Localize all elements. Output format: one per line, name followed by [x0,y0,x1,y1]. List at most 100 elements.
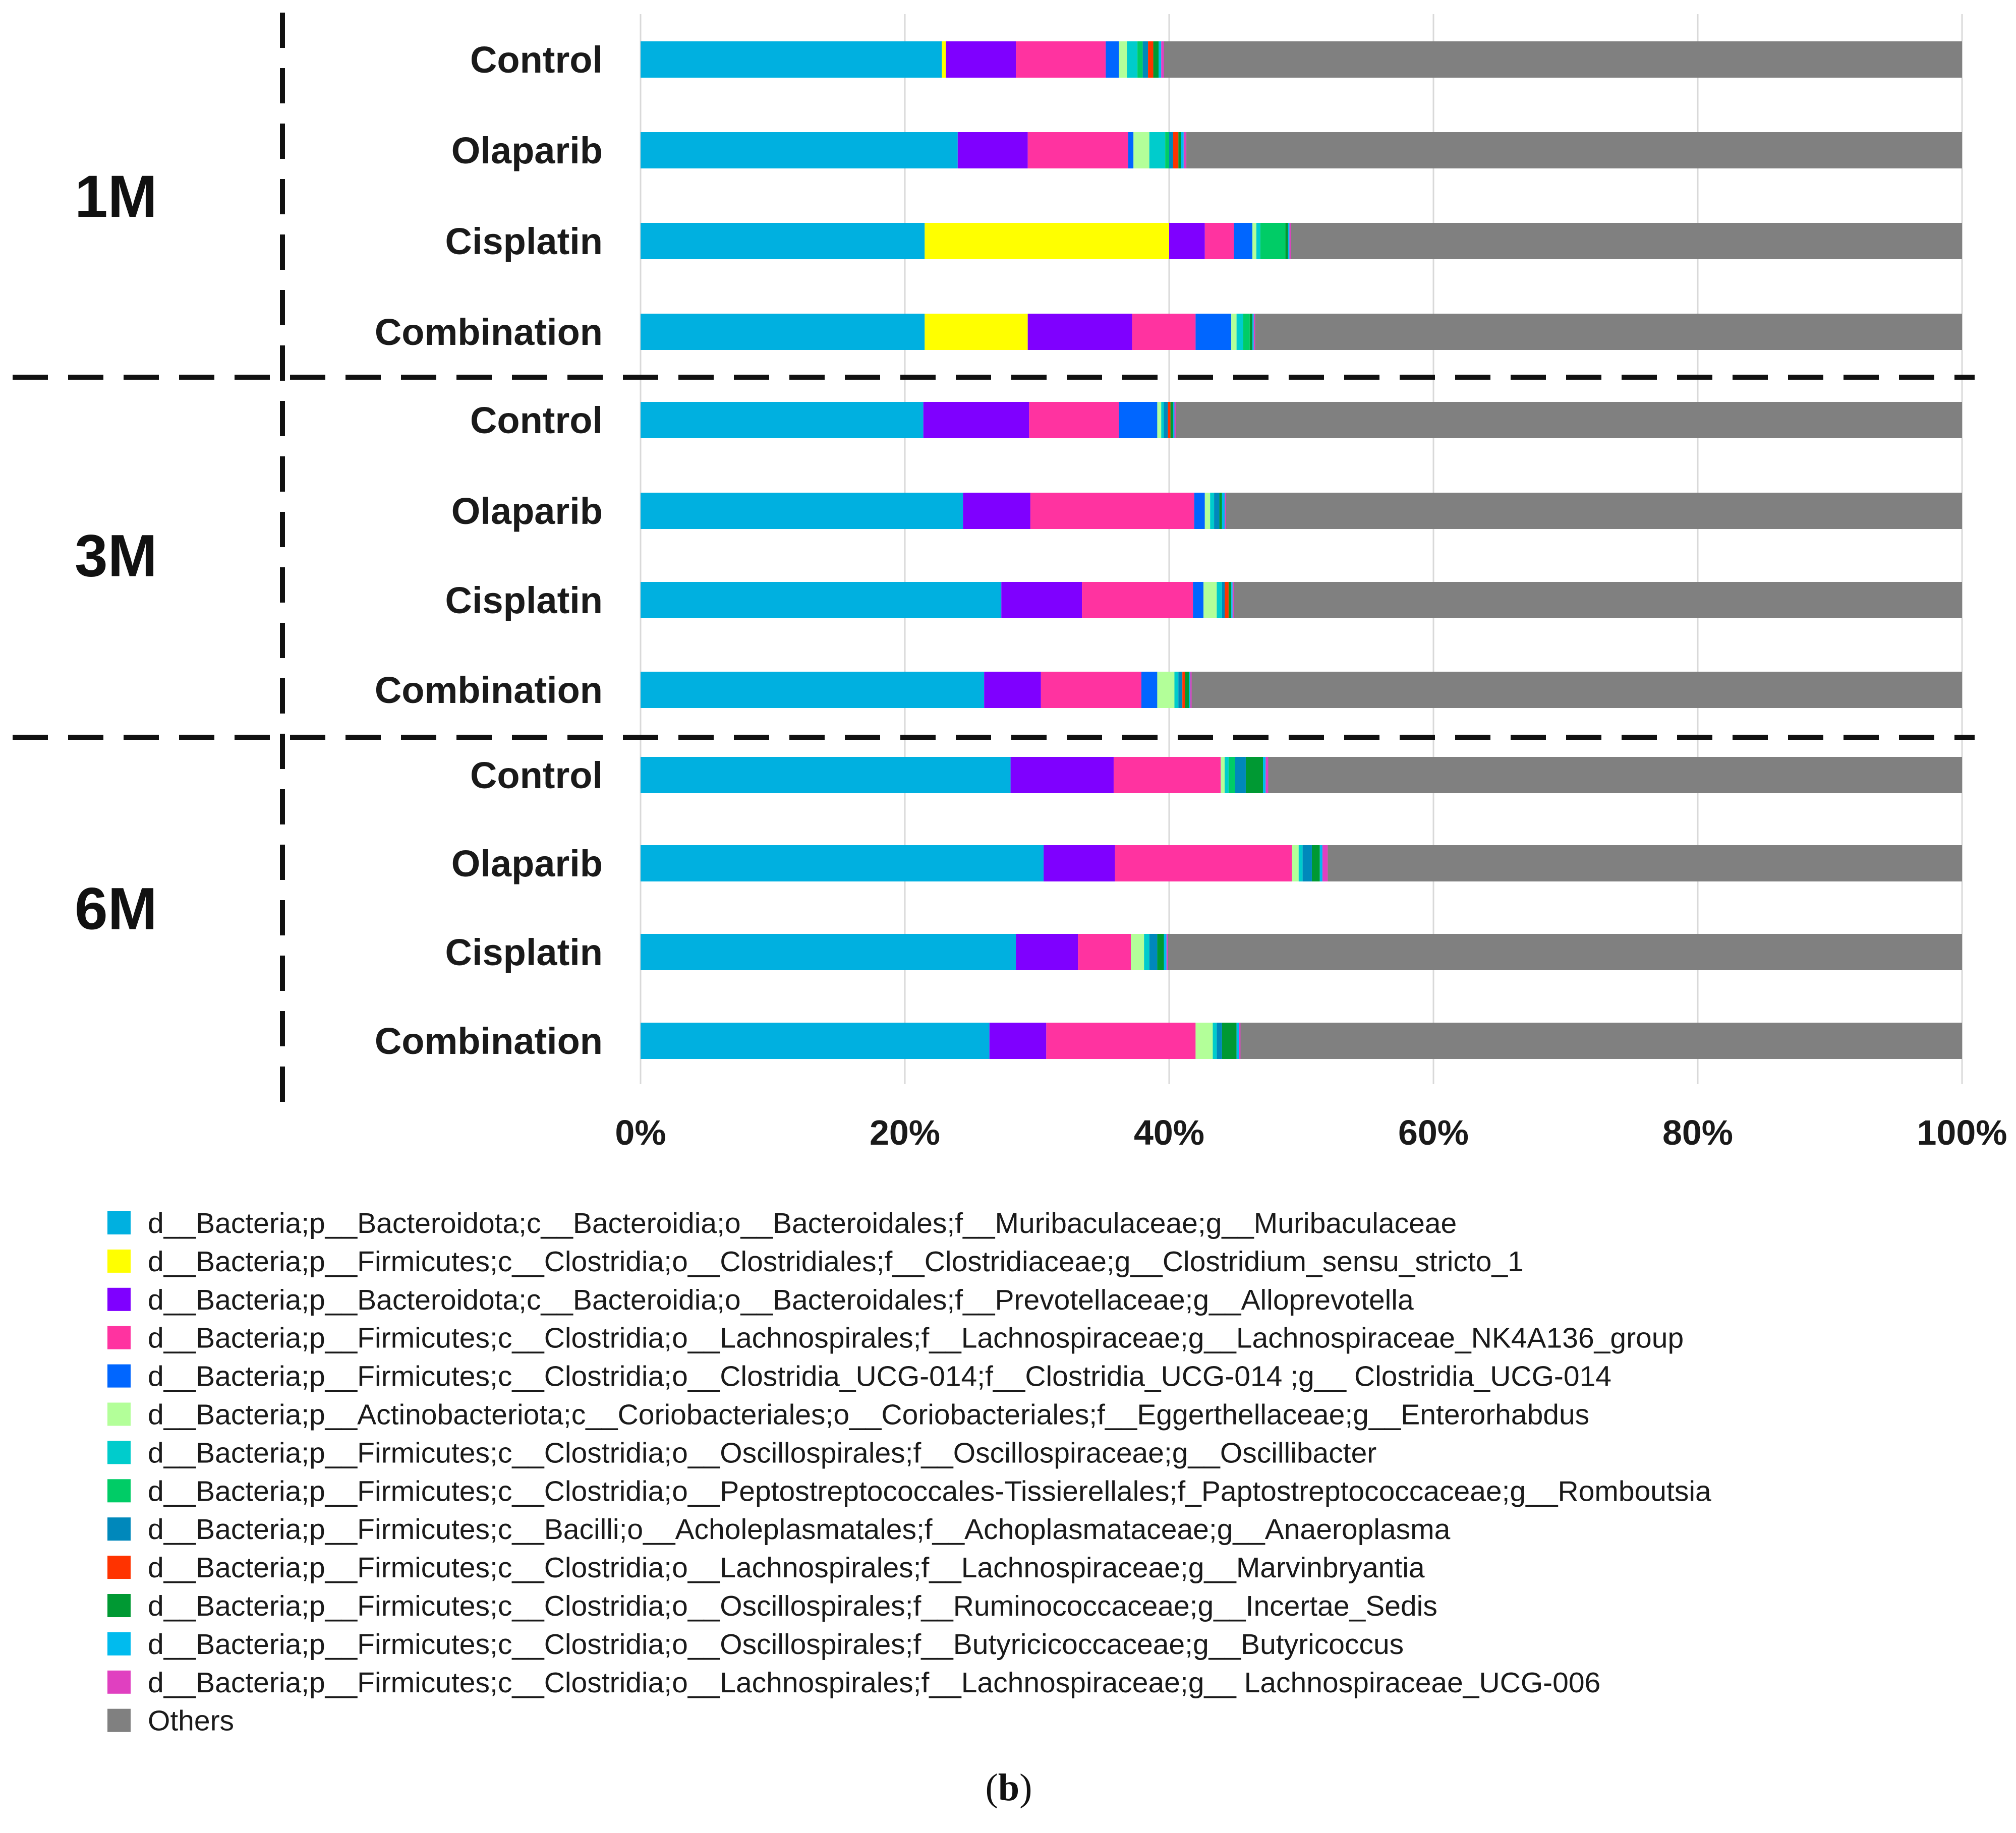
bar-segment [1164,934,1167,970]
bar-segment [1302,845,1312,881]
bar-segment [1164,41,1962,78]
bar-segment [1078,934,1131,970]
bar-segment [1113,757,1221,793]
legend-entry: d__Bacteria;p__Firmicutes;c__Clostridia;… [148,1628,1404,1661]
bar-segment [1010,757,1114,793]
legend-swatch [107,1364,131,1388]
bar-segment [1131,934,1144,970]
bar-segment [1186,132,1962,168]
bar-segment [1174,402,1176,438]
bar-segment [1225,757,1229,793]
bar-segment [1265,757,1269,793]
bar-segment [1170,402,1173,438]
bar-segment [1231,582,1233,618]
bar-segment [641,582,1002,618]
bar-segment [1219,493,1222,529]
legend-swatch [107,1594,131,1617]
legend-swatch [107,1287,131,1311]
bar-segment [1203,582,1217,618]
bar-segment [1027,314,1132,350]
legend-entry: d__Bacteria;p__Firmicutes;c__Clostridia;… [148,1667,1600,1699]
bar-segment [1174,672,1179,708]
category-label: Olaparib [451,843,603,884]
bar-segment [1236,1023,1239,1059]
bar-segment [1234,223,1253,259]
category-label: Combination [375,669,603,711]
bar-segment [1082,582,1193,618]
bar-segment [1142,41,1148,78]
bar-segment [923,402,1029,438]
bar-segment [1195,314,1232,350]
bar-segment [1311,845,1320,881]
bar-segment [1217,1023,1222,1059]
legend-swatch [107,1708,131,1732]
legend-swatch [107,1211,131,1234]
bar-segment [1161,41,1164,78]
legend-swatch [107,1441,131,1464]
bar-segment [641,934,1016,970]
bar-segment [641,493,963,529]
figure-caption: (b) [986,1766,1032,1809]
group-label: 6M [75,876,157,942]
bar-segment [942,41,946,78]
bar-segment [1141,672,1158,708]
bar-segment [1178,672,1183,708]
bar-segment [1255,314,1962,350]
bar-segment [1222,1023,1237,1059]
x-tick-label: 100% [1917,1113,2007,1152]
x-tick-label: 40% [1134,1113,1204,1152]
bar-segment [1132,314,1196,350]
bar-segment [1210,493,1215,529]
bar-segment [1234,582,1962,618]
bar-segment [1183,132,1187,168]
bar-segment [1245,757,1263,793]
bar-segment [1225,582,1229,618]
category-label: Combination [375,1020,603,1062]
legend-swatch [107,1517,131,1541]
bar-segment [1148,41,1154,78]
bar-segment [1195,1023,1213,1059]
legend-swatch [107,1326,131,1349]
x-tick-label: 60% [1398,1113,1469,1152]
bar-segment [1185,672,1189,708]
bar-segment [641,402,924,438]
bar-segment [1030,493,1194,529]
bar-segment [1228,582,1232,618]
bar-segment [1168,402,1171,438]
bar-segment [984,672,1041,708]
bar-segment [1252,314,1254,350]
legend-swatch [107,1670,131,1694]
bar-segment [641,314,925,350]
bar-segment [641,845,1044,881]
legend-swatch [107,1556,131,1579]
category-label: Cisplatin [445,579,603,621]
bar-segment [1016,41,1106,78]
legend-entry: d__Bacteria;p__Actinobacteriota;c__Corio… [148,1399,1589,1431]
bar-segment [1235,757,1246,793]
legend-swatch [107,1479,131,1503]
bar-segment [925,223,1169,259]
legend-entry: Others [148,1705,234,1737]
legend-entry: d__Bacteria;p__Firmicutes;c__Clostridia;… [148,1552,1425,1584]
bar-segment [1128,132,1134,168]
bar-segment [1222,582,1225,618]
bar-segment [1289,223,1291,259]
bar-segment [1249,314,1253,350]
bar-segment [1027,132,1128,168]
bar-segment [1239,1023,1241,1059]
bar-segment [957,132,1028,168]
bar-segment [1041,672,1141,708]
bar-segment [1166,934,1168,970]
bar-segment [1169,132,1173,168]
bar-segment [925,314,1028,350]
bar-segment [1157,402,1162,438]
bar-segment [1149,934,1158,970]
legend-entry: d__Bacteria;p__Firmicutes;c__Clostridia;… [148,1361,1611,1393]
bar-segment [1161,402,1164,438]
bar-segment [1285,223,1288,259]
bar-segment [1181,132,1184,168]
bar-segment [1168,934,1962,970]
x-tick-label: 80% [1662,1113,1733,1152]
bar-segment [1217,582,1222,618]
